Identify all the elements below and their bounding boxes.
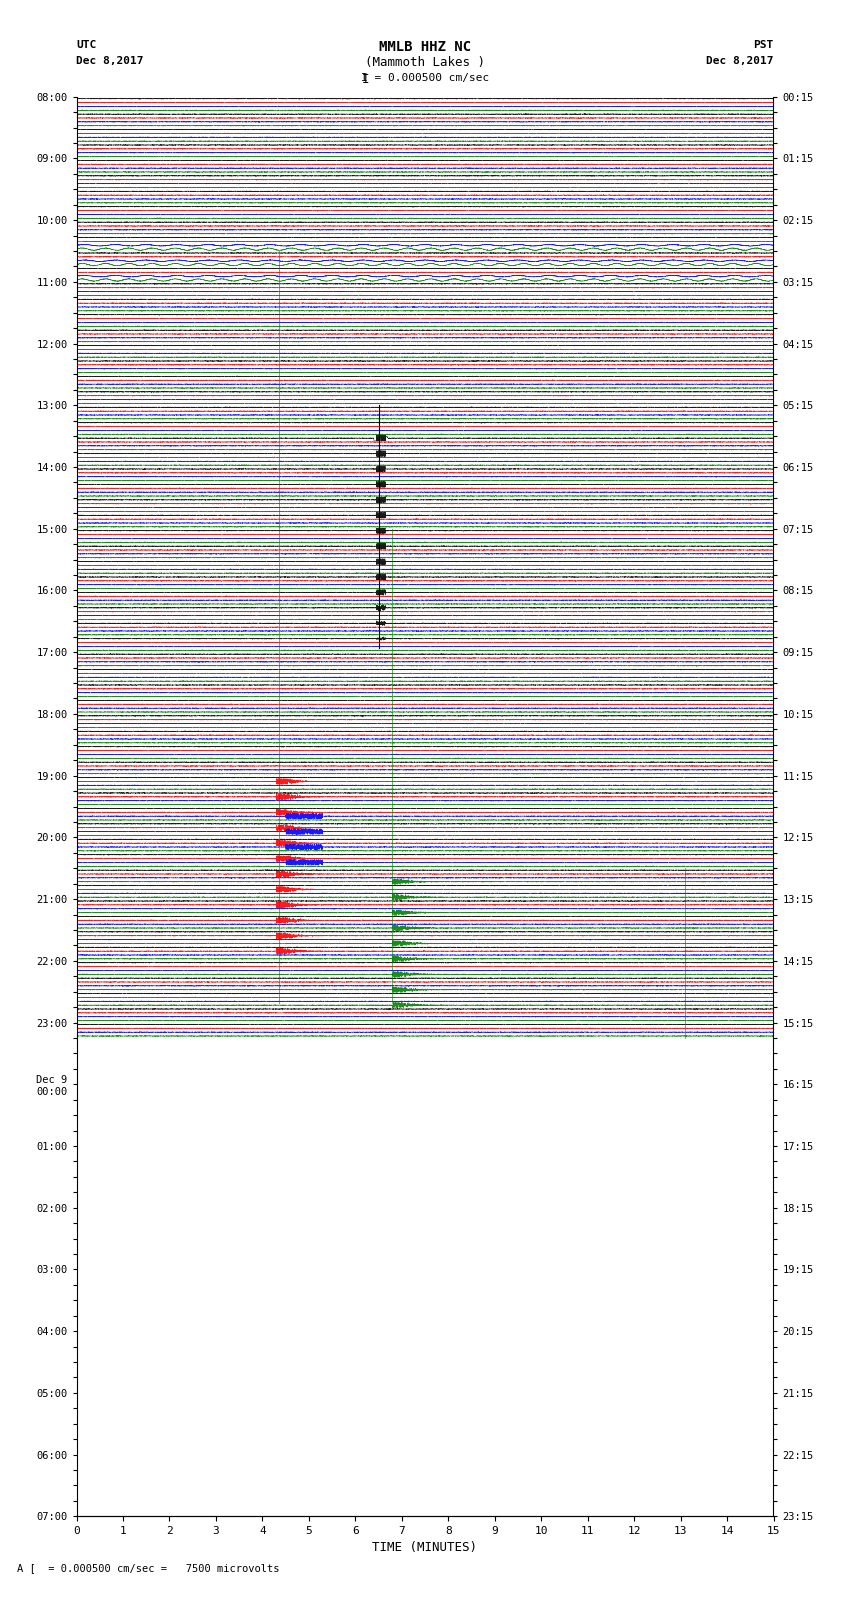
Text: Dec 8,2017: Dec 8,2017 (706, 56, 774, 66)
X-axis label: TIME (MINUTES): TIME (MINUTES) (372, 1542, 478, 1555)
Text: Dec 8,2017: Dec 8,2017 (76, 56, 144, 66)
Text: MMLB HHZ NC: MMLB HHZ NC (379, 40, 471, 55)
Text: A [  = 0.000500 cm/sec =   7500 microvolts: A [ = 0.000500 cm/sec = 7500 microvolts (17, 1563, 280, 1573)
Text: I = 0.000500 cm/sec: I = 0.000500 cm/sec (361, 73, 489, 82)
Text: (Mammoth Lakes ): (Mammoth Lakes ) (365, 56, 485, 69)
Text: I: I (362, 73, 369, 85)
Text: UTC: UTC (76, 40, 97, 50)
Text: PST: PST (753, 40, 774, 50)
